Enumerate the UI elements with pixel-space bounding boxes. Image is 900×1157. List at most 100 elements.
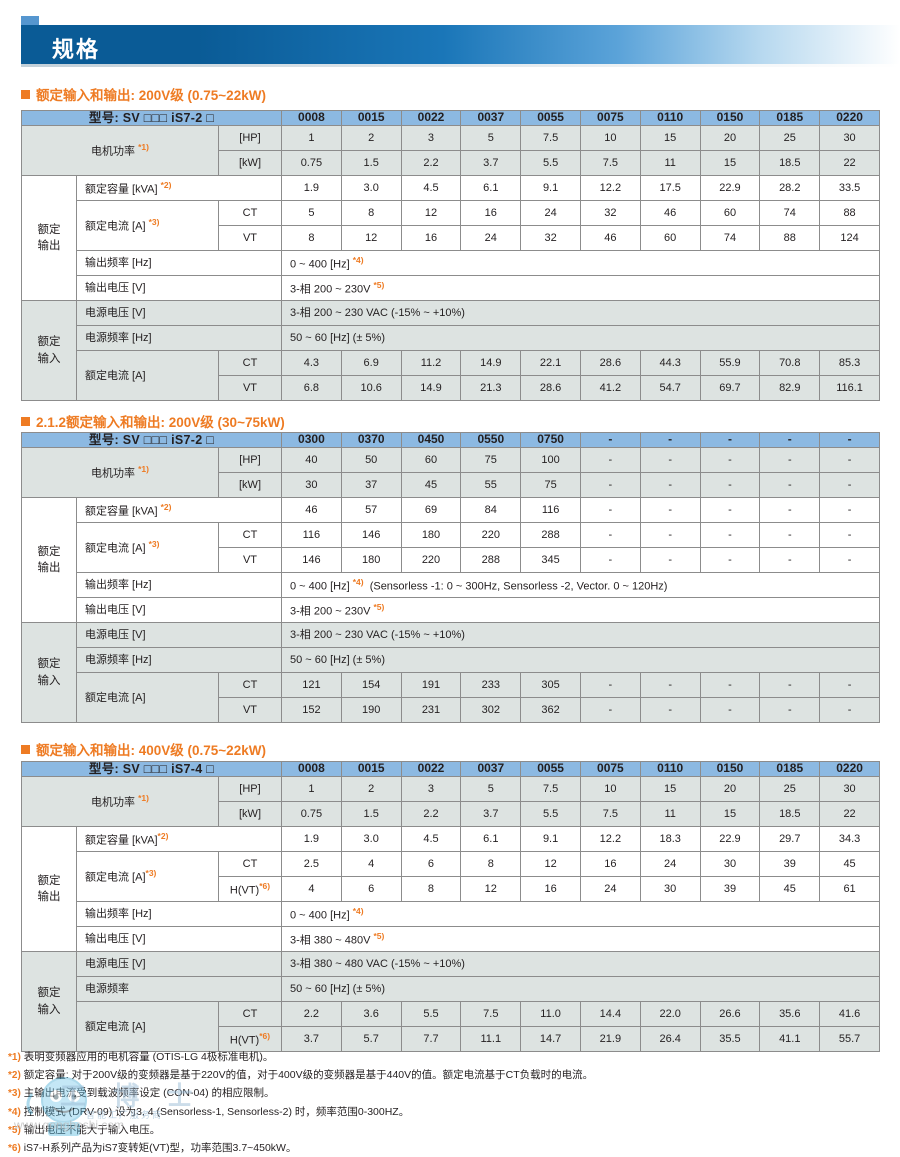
col-header: 0075 xyxy=(579,760,641,778)
col-header: - xyxy=(759,431,821,449)
col-header: - xyxy=(699,431,761,449)
cell: 345 xyxy=(520,547,581,574)
table-row-rated-capacity: 额定 输出 额定容量 [kVA]*2) 1.9 3.0 4.5 6.1 9.1 1… xyxy=(21,826,880,953)
table-row-output-voltage: 输出电压 [V] 3-相 380 ~ 480V *5) xyxy=(22,926,880,953)
col-header: 0370 xyxy=(340,431,402,449)
cell: 45 xyxy=(400,472,462,499)
table-row-in-current-ct: 额定电流 [A] CT 121 154 191 233 305 - - - - … xyxy=(22,672,880,724)
cell: - xyxy=(579,472,641,499)
table-row-rated-capacity: 额定 输出 额定容量 [kVA] *2) 1.9 3.0 4.5 6.1 9.1 … xyxy=(21,175,880,302)
unit-label-kw: [kW] xyxy=(218,801,282,828)
cell: 15 xyxy=(639,125,701,152)
cell: 35.6 xyxy=(759,1001,821,1028)
footnote-mark: *1) xyxy=(8,1052,21,1063)
model-header-cell: 型号: SV □□□ iS7-4 □ xyxy=(21,760,282,778)
footnote-text: 输出电压不能大于输入电压。 xyxy=(23,1123,161,1136)
cell: 288 xyxy=(460,547,522,574)
cell: 191 xyxy=(400,672,462,699)
cell: 7.5 xyxy=(579,150,641,177)
row-label-motor-power: 电机功率 *1) xyxy=(21,447,219,499)
load-type-ct: CT xyxy=(218,350,282,377)
cell: 14.7 xyxy=(520,1026,581,1053)
table-row-out-current-ct: 额定电流 [A]*3) CT 2.5 4 6 8 12 16 24 30 39 … xyxy=(22,851,880,903)
cell: 60 xyxy=(639,225,701,252)
cell: - xyxy=(819,522,880,549)
col-header: 0015 xyxy=(340,109,402,127)
cell: 4.5 xyxy=(400,175,462,202)
col-header: 0150 xyxy=(699,109,761,127)
row-label-input-current: 额定电流 [A] xyxy=(76,672,219,724)
cell: 55.9 xyxy=(699,350,761,377)
table-row-motor-power-hp: 电机功率 *1) [HP] 1 2 3 5 7.5 10 15 20 25 30 xyxy=(21,125,880,177)
cell: 8 xyxy=(460,851,522,878)
cell: 57 xyxy=(340,497,402,524)
cell: 75 xyxy=(460,447,522,474)
col-header: 0750 xyxy=(520,431,581,449)
cell: - xyxy=(759,447,821,474)
section-heading-2: 2.1.2额定输入和输出: 200V级 (30~75kW) xyxy=(21,411,285,431)
unit-label-hp: [HP] xyxy=(218,125,282,152)
cell: 85.3 xyxy=(819,350,880,377)
row-label-motor-power: 电机功率 *1) xyxy=(21,776,219,828)
cell: 6.9 xyxy=(340,350,402,377)
row-label-supply-frequency: 电源频率 xyxy=(76,976,282,1003)
watermark-url: www.gongboshi.com xyxy=(14,1118,125,1132)
cell: 28.6 xyxy=(579,350,641,377)
cell: 7.7 xyxy=(400,1026,462,1053)
cell: - xyxy=(699,547,761,574)
cell: 7.5 xyxy=(460,1001,522,1028)
table-row-in-current-vt: VT 6.8 10.6 14.9 21.3 28.6 41.2 54.7 69.… xyxy=(22,375,880,402)
cell: 16 xyxy=(520,876,581,903)
cell: - xyxy=(579,697,641,724)
cell: 15 xyxy=(639,776,701,803)
cell: 74 xyxy=(699,225,761,252)
cell: 84 xyxy=(460,497,522,524)
load-type-vt: VT xyxy=(218,547,282,574)
col-header: 0022 xyxy=(400,760,462,778)
cell: - xyxy=(579,522,641,549)
group-label-rated-input: 额定 输入 xyxy=(21,951,77,1053)
cell: 45 xyxy=(819,851,880,878)
cell: 41.2 xyxy=(579,375,641,402)
cell: 29.7 xyxy=(759,826,821,853)
footnote-text: 额定容量: 对于200V级的变频器是基于220V的值，对于400V级的变频器是基… xyxy=(23,1069,594,1082)
supply-frequency-value: 50 ~ 60 [Hz] (± 5%) xyxy=(281,647,880,674)
table-row-model-header: 型号: SV □□□ iS7-2 □ 0300 0370 0450 0550 0… xyxy=(21,431,880,449)
cell: 3.0 xyxy=(340,826,402,853)
output-voltage-value: 3-相 380 ~ 480V *5) xyxy=(281,926,880,953)
col-header: 0037 xyxy=(460,109,522,127)
cell: 69.7 xyxy=(699,375,761,402)
cell: 21.3 xyxy=(460,375,522,402)
footnote-text: iS7-H系列产品为iS7变转矩(VT)型，功率范围3.7~450kW。 xyxy=(23,1141,297,1154)
section-title-1: 额定输入和输出: 200V级 (0.75~22kW) xyxy=(36,88,266,103)
footnote-item: *4) 控制模式 (DRV-09) 设为3, 4 (Sensorless-1, … xyxy=(8,1103,898,1121)
cell: 15 xyxy=(699,801,761,828)
cell: 6 xyxy=(400,851,462,878)
cell: 24 xyxy=(579,876,641,903)
cell: 9.1 xyxy=(520,826,581,853)
model-header-cell: 型号: SV □□□ iS7-2 □ xyxy=(21,431,282,449)
cell: - xyxy=(639,472,701,499)
cell: 16 xyxy=(400,225,462,252)
cell: - xyxy=(579,672,641,699)
cell: 1.9 xyxy=(281,826,342,853)
table-row-out-current-ct: 额定电流 [A] *3) CT 5 8 12 16 24 32 46 60 74… xyxy=(22,200,880,252)
cell: 7.5 xyxy=(520,125,581,152)
col-header: 0075 xyxy=(579,109,641,127)
col-header: 0450 xyxy=(400,431,462,449)
cell: 8 xyxy=(281,225,342,252)
footnote-mark: *2) xyxy=(8,1070,21,1082)
cell: 0.75 xyxy=(281,150,342,177)
col-header: 0220 xyxy=(819,109,880,127)
cell: 30 xyxy=(639,876,701,903)
table-row-supply-voltage: 额定 输入 电源电压 [V] 3-相 200 ~ 230 VAC (-15% ~ … xyxy=(21,622,880,724)
table-row-motor-power-kw: [kW] 30 37 45 55 75 - - - - - xyxy=(22,472,880,499)
cell: 220 xyxy=(460,522,522,549)
cell: 12.2 xyxy=(579,826,641,853)
cell: 15 xyxy=(699,150,761,177)
footnote-mark: *5) xyxy=(8,1124,21,1136)
bullet-square-icon xyxy=(21,90,30,99)
load-type-vt: VT xyxy=(218,375,282,402)
output-frequency-value: 0 ~ 400 [Hz] *4) xyxy=(281,901,880,928)
cell: 100 xyxy=(520,447,581,474)
